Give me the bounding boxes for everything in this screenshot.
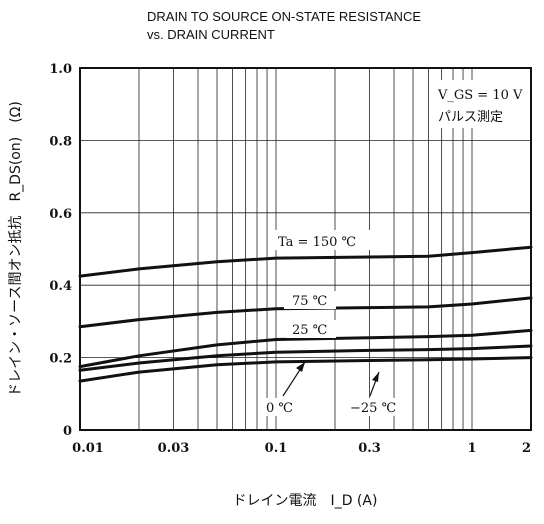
x-tick-label: 2 — [522, 441, 531, 456]
series-label-150: Ta = 150 ℃ — [278, 235, 356, 250]
x-tick-label: 0.01 — [72, 441, 104, 456]
plot-frame — [79, 67, 532, 431]
x-axis-label: ドレイン電流 I_D (A) — [233, 493, 378, 509]
y-tick-label: 0 — [63, 424, 72, 439]
chart-subtitle: vs. DRAIN CURRENT — [147, 27, 275, 42]
series-line-0 — [78, 245, 533, 278]
series-line-2 — [78, 328, 533, 369]
y-tick-label: 0.8 — [49, 134, 72, 149]
condition-pulse: パルス測定 — [438, 110, 503, 125]
y-tick-label: 1.0 — [49, 62, 72, 77]
condition-vgs: V_GS = 10 V — [437, 88, 523, 103]
y-tick-label: 0.6 — [49, 207, 72, 222]
label-bg-75 — [284, 291, 336, 309]
leader-0-arrowhead — [296, 362, 305, 372]
chart-title: DRAIN TO SOURCE ON-STATE RESISTANCE — [147, 9, 421, 24]
x-tick-label: 0.3 — [358, 441, 381, 456]
series-line-3 — [78, 344, 533, 372]
series-label-minus25: −25 ℃ — [350, 401, 396, 416]
y-tick-label: 0.2 — [49, 352, 72, 367]
y-tick-labels: 0 0.2 0.4 0.6 0.8 1.0 — [49, 62, 72, 439]
condition-box — [432, 80, 528, 128]
label-bg-0 — [262, 398, 302, 416]
label-bg-150 — [270, 230, 390, 250]
x-tick-label: 1 — [467, 441, 476, 456]
label-bg-25 — [286, 320, 336, 338]
x-tick-label: 0.03 — [158, 441, 190, 456]
y-tick-label: 0.4 — [49, 279, 72, 294]
label-bg-m25 — [346, 398, 408, 416]
series-label-0: 0 ℃ — [266, 401, 293, 416]
curves — [78, 245, 533, 383]
y-axis-label: ドレイン・ソース間オン抵抗 R_DS(on) (Ω) — [8, 101, 24, 397]
grid — [80, 68, 531, 430]
series-label-75: 75 ℃ — [292, 294, 327, 309]
series-line-4 — [78, 356, 533, 383]
x-tick-labels: 0.01 0.03 0.1 0.3 1 2 — [72, 441, 531, 456]
leader-minus25-arrowhead — [372, 372, 379, 382]
x-tick-label: 0.1 — [265, 441, 288, 456]
series-label-25: 25 ℃ — [292, 323, 327, 338]
